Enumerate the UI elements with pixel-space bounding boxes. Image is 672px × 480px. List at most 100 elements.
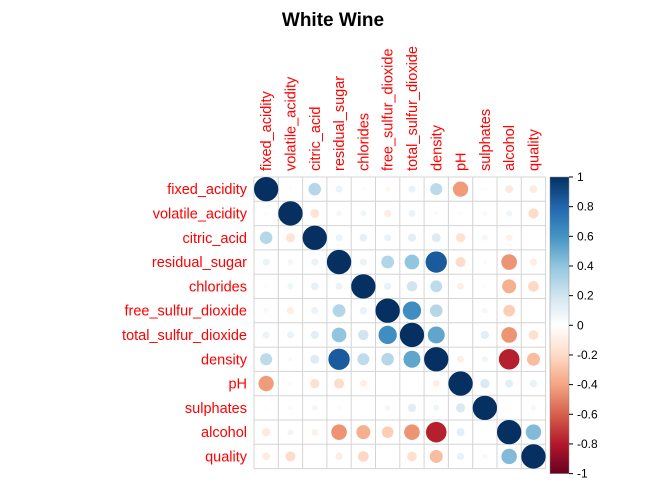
corr-circle-chlorides-free_sulfur_dioxide	[383, 282, 392, 291]
col-label-free_sulfur_dioxide: free_sulfur_dioxide	[381, 48, 397, 171]
corr-circle-chlorides-volatile_acidity	[287, 283, 294, 290]
corr-circle-alcohol-pH	[456, 428, 465, 437]
corr-circle-residual_sugar-total_sulfur_dioxide	[404, 254, 420, 270]
corr-circle-free_sulfur_dioxide-density	[429, 304, 443, 317]
corr-circle-citric_acid-fixed_acidity	[259, 231, 273, 245]
corr-circle-residual_sugar-quality	[529, 258, 538, 266]
row-label-chlorides: chlorides	[189, 279, 247, 295]
corr-circle-free_sulfur_dioxide-fixed_acidity	[263, 308, 269, 314]
corr-circle-residual_sugar-volatile_acidity	[287, 259, 294, 265]
corr-circle-citric_acid-pH	[455, 233, 466, 243]
corr-circle-alcohol-free_sulfur_dioxide	[381, 426, 394, 438]
corr-circle-sulphates-sulphates	[472, 395, 498, 421]
row-labels: fixed_acidity volatile_acidity citric_acid…	[122, 182, 248, 465]
col-label-fixed_acidity: fixed_acidity	[259, 90, 275, 171]
corr-circle-sulphates-total_sulfur_dioxide	[407, 403, 417, 413]
corr-circle-fixed_acidity-residual_sugar	[335, 185, 343, 193]
colorbar-tick-label: -0.8	[577, 437, 598, 451]
corr-circle-total_sulfur_dioxide-total_sulfur_dioxide	[399, 322, 425, 348]
corr-circle-density-density	[424, 347, 449, 372]
colorbar-tick-label: 0.6	[577, 229, 594, 243]
corr-circle-sulphates-alcohol	[507, 406, 511, 410]
corr-circle-total_sulfur_dioxide-quality	[528, 330, 539, 340]
corr-circle-quality-sulphates	[482, 453, 488, 460]
corr-circle-fixed_acidity-free_sulfur_dioxide	[385, 186, 391, 192]
chart-title: White Wine	[282, 10, 384, 31]
corr-circle-alcohol-chlorides	[356, 425, 371, 440]
corr-circle-citric_acid-sulphates	[482, 234, 488, 241]
row-label-residual_sugar: residual_sugar	[152, 255, 247, 271]
corr-circle-density-free_sulfur_dioxide	[381, 352, 394, 366]
col-label-chlorides: chlorides	[356, 113, 372, 171]
corr-circle-free_sulfur_dioxide-citric_acid	[311, 307, 319, 315]
corr-circle-residual_sugar-citric_acid	[311, 258, 319, 266]
colorbar-tick-label: 0.2	[577, 289, 594, 303]
corr-circle-fixed_acidity-citric_acid	[308, 182, 322, 196]
corr-circle-quality-density	[429, 449, 443, 463]
colorbar-tick-label: 0.4	[577, 259, 594, 273]
corr-circle-chlorides-total_sulfur_dioxide	[406, 281, 418, 292]
corr-circle-density-sulphates	[481, 356, 488, 363]
colorbar-tick-label: 0.8	[577, 200, 594, 214]
colorbar-tick-label: 1	[577, 170, 584, 184]
corr-circle-density-chlorides	[357, 353, 370, 366]
corr-circle-alcohol-fixed_acidity	[262, 428, 271, 437]
corr-circle-alcohol-volatile_acidity	[287, 429, 294, 436]
corr-circle-volatile_acidity-alcohol	[506, 210, 513, 217]
corr-circle-pH-citric_acid	[310, 378, 320, 389]
corr-circle-sulphates-pH	[455, 403, 466, 413]
corr-circle-residual_sugar-fixed_acidity	[262, 258, 270, 266]
corr-circle-volatile_acidity-sulphates	[482, 211, 488, 216]
corr-circle-residual_sugar-residual_sugar	[326, 249, 352, 275]
corr-circle-sulphates-volatile_acidity	[288, 405, 293, 411]
corr-circle-free_sulfur_dioxide-free_sulfur_dioxide	[375, 298, 400, 323]
corr-circle-citric_acid-alcohol	[505, 234, 513, 242]
corr-circle-alcohol-sulphates	[483, 430, 487, 434]
row-label-free_sulfur_dioxide: free_sulfur_dioxide	[124, 304, 247, 320]
corr-circle-residual_sugar-chlorides	[359, 258, 367, 266]
corr-circle-quality-citric_acid	[313, 455, 316, 458]
corr-circle-volatile_acidity-quality	[528, 208, 539, 219]
corr-circle-sulphates-fixed_acidity	[264, 406, 268, 410]
column-labels: fixed_acidity volatile_acidity citric_acid…	[259, 46, 542, 171]
corr-circle-chlorides-residual_sugar	[335, 282, 343, 290]
corr-circle-citric_acid-density	[431, 233, 441, 243]
corr-circle-sulphates-residual_sugar	[337, 405, 342, 410]
corr-circle-fixed_acidity-density	[430, 183, 443, 196]
corr-circle-quality-free_sulfur_dioxide	[386, 455, 389, 458]
corr-circle-total_sulfur_dioxide-sulphates	[480, 330, 490, 340]
corr-circle-quality-alcohol	[501, 448, 517, 465]
corr-circle-fixed_acidity-sulphates	[483, 187, 487, 191]
corr-circle-residual_sugar-density	[425, 251, 447, 273]
row-label-citric_acid: citric_acid	[183, 231, 247, 247]
corr-circle-citric_acid-quality	[532, 236, 535, 239]
corr-circle-volatile_acidity-residual_sugar	[336, 210, 342, 217]
corr-circle-fixed_acidity-quality	[529, 185, 538, 194]
corr-circle-alcohol-total_sulfur_dioxide	[404, 424, 420, 440]
col-label-density: density	[429, 124, 445, 171]
colorbar-tick-label: -0.4	[577, 378, 598, 392]
corr-circle-sulphates-free_sulfur_dioxide	[384, 405, 391, 411]
corr-circle-density-quality	[526, 352, 540, 366]
corr-circle-free_sulfur_dioxide-total_sulfur_dioxide	[402, 301, 422, 320]
corr-circle-citric_acid-citric_acid	[302, 225, 327, 250]
col-label-quality: quality	[526, 128, 542, 171]
corr-circle-alcohol-density	[425, 421, 447, 443]
corr-circle-quality-residual_sugar	[335, 452, 343, 461]
row-label-volatile_acidity: volatile_acidity	[153, 206, 248, 222]
row-label-total_sulfur_dioxide: total_sulfur_dioxide	[122, 328, 247, 344]
corr-circle-quality-volatile_acidity	[285, 451, 296, 462]
corr-circle-pH-chlorides	[359, 380, 367, 388]
corr-circle-alcohol-citric_acid	[311, 428, 319, 436]
corr-circle-density-total_sulfur_dioxide	[403, 350, 421, 368]
corr-circle-fixed_acidity-alcohol	[505, 185, 514, 194]
row-label-sulphates: sulphates	[185, 401, 247, 417]
corr-circle-pH-pH	[448, 371, 473, 396]
corr-circle-density-pH	[457, 355, 465, 363]
corr-circle-volatile_acidity-pH	[458, 211, 463, 216]
corr-circle-free_sulfur_dioxide-residual_sugar	[332, 304, 346, 318]
corr-circle-volatile_acidity-citric_acid	[310, 208, 320, 218]
corr-circle-volatile_acidity-total_sulfur_dioxide	[408, 209, 416, 217]
corr-circle-density-citric_acid	[310, 354, 320, 364]
corr-circle-pH-fixed_acidity	[258, 375, 274, 392]
